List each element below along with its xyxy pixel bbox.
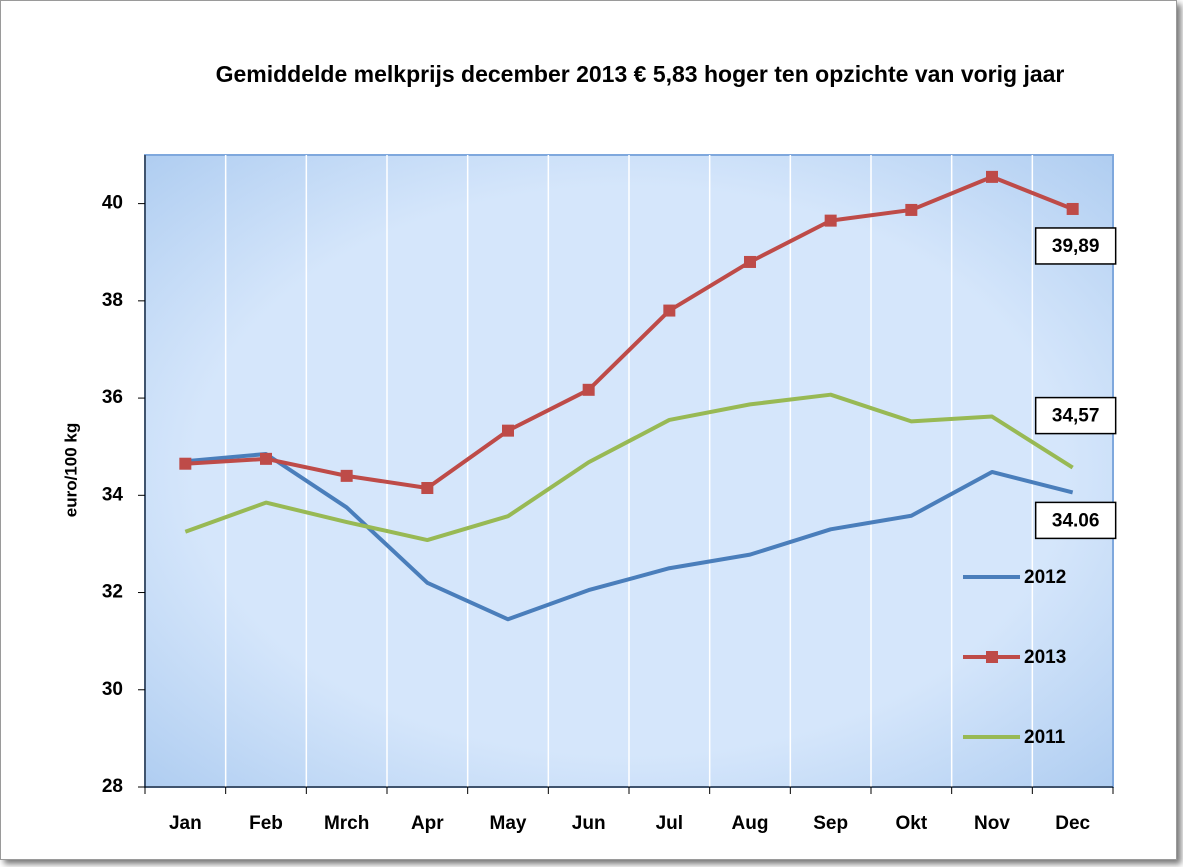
data-label-box [1034, 227, 1117, 265]
point-marker [179, 457, 192, 470]
series-line [184, 392, 1074, 543]
point-marker [744, 255, 756, 268]
chart-title: Gemiddelde melkprijs december 2013 € 5,8… [215, 61, 1065, 87]
point-marker [1066, 202, 1079, 215]
y-tick-label: 30 [102, 679, 123, 700]
legend-label: 2011 [1024, 727, 1066, 748]
y-tick-label: 40 [102, 193, 123, 214]
x-tick-label: Jun [572, 813, 606, 834]
legend-marker [986, 651, 998, 663]
y-axis-label: euro/100 kg [61, 423, 80, 518]
series-line [185, 174, 1074, 491]
y-tick-label: 38 [102, 290, 123, 311]
y-tick-label: 32 [102, 582, 123, 603]
point-marker [340, 469, 353, 482]
x-tick-label: May [490, 813, 527, 834]
legend-label: 2012 [1024, 567, 1066, 588]
data-label: 39,89 [1052, 236, 1100, 257]
x-tick-label: Sep [813, 813, 848, 834]
x-tick-label: Mrch [324, 813, 369, 834]
point-marker [260, 452, 272, 465]
x-tick-label: Aug [732, 813, 769, 834]
y-tick-label: 36 [102, 387, 123, 408]
point-marker [824, 214, 837, 227]
point-marker [663, 304, 676, 317]
x-tick-label: Okt [895, 813, 927, 834]
point-marker [582, 383, 595, 396]
data-label-box [1034, 396, 1117, 435]
point-marker [421, 482, 434, 495]
x-tick-label: Apr [411, 813, 444, 834]
legend-label: 2013 [1024, 647, 1066, 668]
data-label-box [1034, 501, 1117, 540]
x-tick-label: Dec [1055, 813, 1090, 834]
data-label: 34.06 [1052, 510, 1100, 531]
data-label: 34,57 [1052, 406, 1100, 427]
x-tick-label: Nov [974, 813, 1010, 834]
x-tick-label: Jul [656, 813, 683, 834]
point-marker [905, 203, 918, 216]
x-tick-label: Jan [169, 813, 202, 834]
series-line [185, 451, 1074, 622]
point-marker [986, 170, 998, 183]
point-marker [502, 424, 514, 437]
y-tick-label: 34 [102, 484, 124, 505]
x-tick-label: Feb [249, 813, 283, 834]
y-tick-label: 28 [102, 776, 123, 797]
